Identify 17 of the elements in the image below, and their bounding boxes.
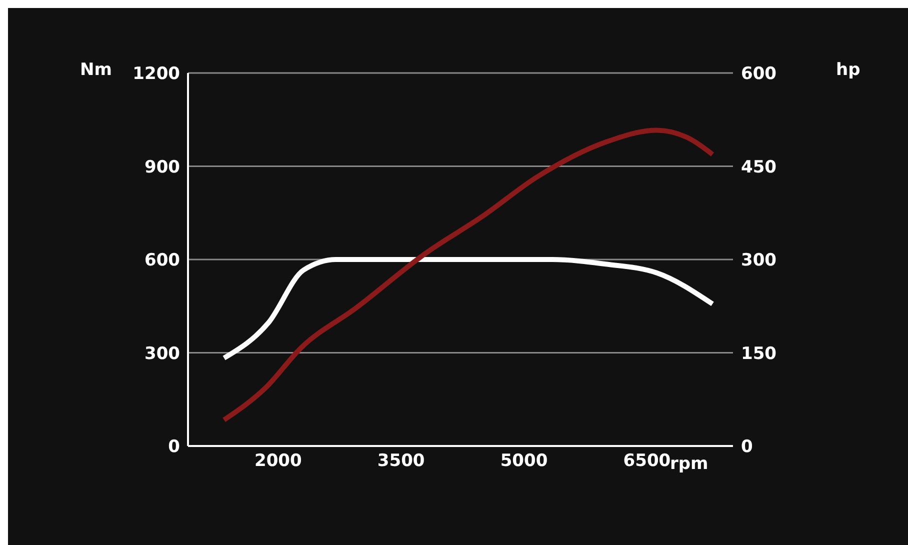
y2-tick-label: 450: [741, 157, 777, 178]
y2-tick-label: 150: [741, 344, 777, 364]
y-tick-label: 600: [144, 250, 180, 271]
x-tick-label: 5000: [500, 451, 548, 472]
y-axis-title: Nm: [80, 60, 112, 80]
y2-tick-label: 0: [741, 437, 753, 458]
y-tick-label: 300: [144, 344, 180, 364]
y-tick-label: 0: [168, 437, 180, 458]
x-tick-label: 3500: [377, 451, 425, 472]
y-tick-label: 1200: [132, 64, 180, 84]
y2-tick-label: 600: [741, 64, 777, 84]
y2-axis-title: hp: [836, 60, 860, 80]
y2-tick-label: 300: [741, 250, 777, 271]
x-tick-label: 2000: [254, 451, 302, 472]
x-tick-label: 6500: [623, 451, 671, 472]
y-tick-label: 900: [144, 157, 180, 178]
x-axis-title: rpm: [670, 454, 708, 474]
